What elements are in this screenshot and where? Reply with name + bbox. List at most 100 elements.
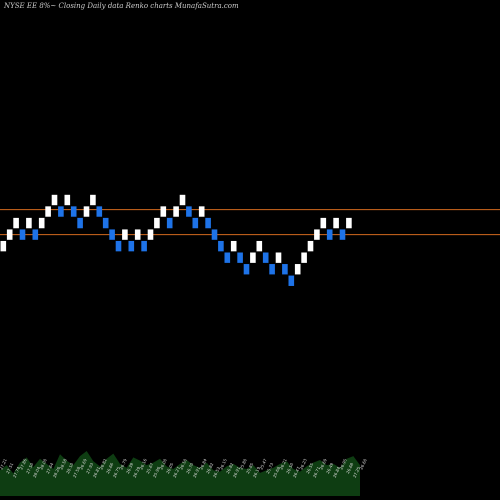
price-label: 26.81 xyxy=(92,466,102,479)
renko-brick xyxy=(173,206,179,217)
volume-area xyxy=(0,451,360,496)
price-label: 26.21 xyxy=(278,458,288,471)
reference-lines xyxy=(0,209,500,236)
renko-brick xyxy=(346,217,352,229)
price-labels: 27.2127.5127.7427.8627.5028.0428.0027.64… xyxy=(0,458,368,479)
price-label: 26.39 xyxy=(132,466,142,479)
renko-brick xyxy=(294,264,301,275)
bricks xyxy=(0,194,352,286)
price-label: 28.00 xyxy=(38,458,48,471)
renko-brick xyxy=(0,240,7,252)
renko-brick xyxy=(333,217,339,229)
renko-brick xyxy=(122,229,128,240)
price-label: 27.51 xyxy=(5,462,15,475)
price-label: 26.75 xyxy=(112,466,122,479)
renko-brick xyxy=(64,194,71,206)
renko-brick xyxy=(160,206,167,217)
price-label: 27.25 xyxy=(352,466,362,479)
renko-brick xyxy=(45,206,51,217)
renko-brick xyxy=(154,217,160,229)
price-label: 25.80 xyxy=(238,458,248,471)
renko-brick xyxy=(70,206,77,217)
price-label: 27.50 xyxy=(25,462,35,475)
renko-brick xyxy=(128,240,135,252)
price-label: 26.00 xyxy=(158,458,168,471)
price-label: 26.70 xyxy=(185,462,195,475)
price-label: 26.69 xyxy=(318,458,328,471)
price-label: 27.21 xyxy=(0,458,8,471)
renko-brick xyxy=(26,217,32,229)
renko-brick xyxy=(307,240,314,252)
renko-brick xyxy=(275,252,282,263)
price-label: 26.49 xyxy=(325,462,335,475)
price-label: 26.82 xyxy=(225,462,235,475)
price-label: 26.60 xyxy=(358,458,368,471)
volume-area-path xyxy=(0,451,360,496)
renko-brick xyxy=(51,194,58,206)
price-label: 26.23 xyxy=(298,458,308,471)
price-label: 25.85 xyxy=(245,462,255,475)
renko-brick xyxy=(134,229,141,240)
renko-brick xyxy=(77,217,83,229)
price-label: 26.82 xyxy=(205,462,215,475)
price-label: 26.66 xyxy=(105,462,115,475)
renko-brick xyxy=(256,240,263,252)
renko-brick xyxy=(250,252,256,263)
price-label: 25.68 xyxy=(272,466,282,479)
price-label: 26.79 xyxy=(118,458,128,471)
renko-brick xyxy=(192,217,199,229)
renko-brick xyxy=(198,206,205,217)
renko-brick xyxy=(205,217,211,229)
price-label: 26.27 xyxy=(172,466,182,479)
renko-brick xyxy=(288,275,295,286)
price-label: 26.84 xyxy=(332,466,342,479)
renko-brick xyxy=(320,217,327,229)
renko-brick xyxy=(83,206,90,217)
price-label: 26.52 xyxy=(212,466,222,479)
price-label: 26.05 xyxy=(165,462,175,475)
renko-brick xyxy=(179,194,186,206)
price-label: 26.39 xyxy=(125,462,135,475)
price-label: 26.91 xyxy=(232,466,242,479)
renko-brick xyxy=(218,240,224,252)
renko-brick xyxy=(147,229,154,240)
price-label: 28.58 xyxy=(58,458,68,471)
renko-brick xyxy=(326,229,333,240)
renko-brick xyxy=(58,206,64,217)
price-label: 26.16 xyxy=(138,458,148,471)
renko-brick xyxy=(115,240,122,252)
price-label: 28.26 xyxy=(52,466,62,479)
renko-brick xyxy=(90,194,96,206)
renko-brick xyxy=(269,264,275,275)
price-label: 28.10 xyxy=(65,462,75,475)
renko-brick xyxy=(301,252,307,263)
renko-brick xyxy=(282,264,288,275)
price-label: 27.93 xyxy=(85,462,95,475)
renko-brick xyxy=(19,229,26,240)
price-label: 27.58 xyxy=(72,466,82,479)
renko-brick xyxy=(224,252,231,263)
renko-brick xyxy=(237,252,243,263)
price-label: 26.95 xyxy=(338,458,348,471)
price-label: 26.71 xyxy=(312,466,322,479)
price-label: 25.73 xyxy=(265,462,275,475)
price-label: 26.68 xyxy=(345,462,355,475)
chart-title: NYSE EE 8%~ Closing Daily data Renko cha… xyxy=(3,2,239,10)
renko-brick xyxy=(6,229,13,240)
renko-brick xyxy=(243,264,250,275)
price-label: 25.96 xyxy=(152,466,162,479)
renko-brick xyxy=(186,206,192,217)
renko-brick xyxy=(109,229,115,240)
renko-brick xyxy=(262,252,269,263)
price-label: 25.67 xyxy=(145,462,155,475)
price-label: 26.47 xyxy=(292,466,302,479)
price-label: 26.69 xyxy=(78,458,88,471)
price-label: 26.82 xyxy=(98,458,108,471)
renko-brick xyxy=(166,217,173,229)
renko-brick xyxy=(38,217,45,229)
renko-brick xyxy=(141,240,147,252)
renko-brick xyxy=(339,229,346,240)
renko-brick xyxy=(314,229,320,240)
price-label: 27.64 xyxy=(45,462,55,475)
